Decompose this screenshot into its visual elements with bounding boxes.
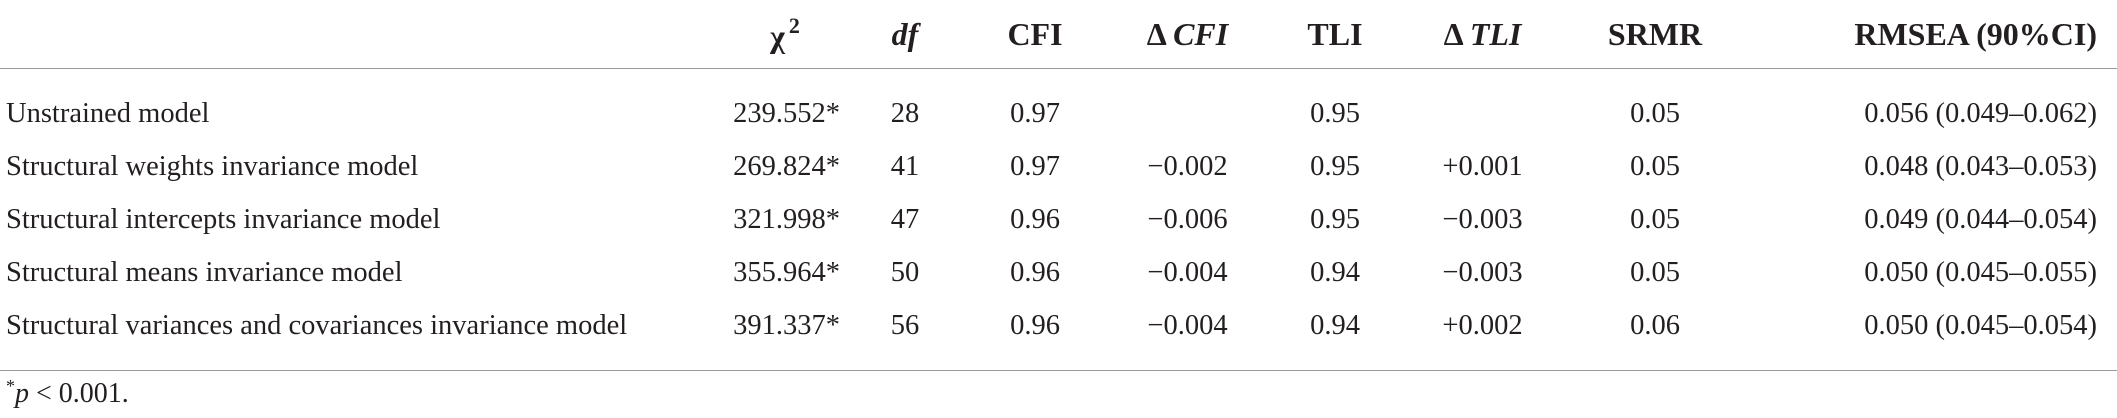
header-delta-cfi: Δ CFI [1100, 0, 1275, 69]
chi-square-value: 391.337* [733, 309, 840, 341]
row-model: Structural means invariance model [6, 256, 403, 288]
row-tli: 0.95 [1310, 97, 1360, 129]
row-srmr: 0.06 [1630, 309, 1680, 341]
row-delta-tli: −0.003 [1442, 256, 1523, 288]
row-rmsea: 0.050 (0.045–0.055) [1864, 256, 2097, 288]
row-delta-tli: +0.001 [1442, 150, 1523, 182]
header-cfi: CFI [1007, 15, 1063, 52]
header-delta-tli: Δ TLI [1395, 0, 1570, 69]
row-chi-square: 391.337* [690, 299, 840, 371]
row-df: 47 [890, 203, 920, 235]
header-model [0, 0, 690, 69]
row-rmsea: 0.049 (0.044–0.054) [1864, 203, 2097, 235]
row-rmsea: 0.056 (0.049–0.062) [1864, 97, 2097, 129]
row-delta-cfi: −0.006 [1147, 203, 1228, 235]
chi-symbol: χ [770, 18, 785, 54]
footnote-text: < 0.001. [29, 378, 129, 409]
row-delta-tli: +0.002 [1442, 309, 1523, 341]
row-cfi: 0.96 [1010, 309, 1060, 341]
row-df: 41 [890, 150, 920, 182]
row-cfi: 0.97 [1010, 150, 1060, 182]
row-model: Structural intercepts invariance model [6, 203, 441, 235]
table-footnote: *p < 0.001. [6, 376, 129, 410]
row-srmr: 0.05 [1630, 256, 1680, 288]
row-df: 56 [890, 309, 920, 341]
header-tli: TLI [1307, 15, 1363, 52]
row-srmr: 0.05 [1630, 97, 1680, 129]
row-tli: 0.95 [1310, 203, 1360, 235]
row-srmr: 0.05 [1630, 203, 1680, 235]
chi-superscript: 2 [788, 13, 800, 38]
row-chi-square: 321.998* [690, 193, 840, 246]
table-row: Structural variances and covariances inv… [0, 299, 2117, 371]
chi-square-value: 321.998* [733, 203, 840, 235]
delta-cfi-text: CFI [1173, 15, 1229, 52]
row-tli: 0.95 [1310, 150, 1360, 182]
row-model: Structural weights invariance model [6, 150, 419, 182]
row-df: 50 [890, 256, 920, 288]
row-chi-square: 355.964* [690, 246, 840, 299]
footnote-p-symbol: p [15, 378, 29, 409]
chi-square-value: 239.552* [733, 97, 840, 129]
row-chi-square: 269.824* [690, 140, 840, 193]
row-delta-cfi [1100, 69, 1275, 141]
row-tli: 0.94 [1310, 309, 1360, 341]
footnote-marker: * [6, 376, 15, 396]
row-rmsea: 0.048 (0.043–0.053) [1864, 150, 2097, 182]
row-tli: 0.94 [1310, 256, 1360, 288]
table-row: Structural means invariance model 355.96… [0, 246, 2117, 299]
row-chi-square: 239.552* [690, 69, 840, 141]
row-delta-cfi: −0.004 [1147, 256, 1228, 288]
row-model: Structural variances and covariances inv… [6, 309, 628, 341]
delta-tli-symbol: Δ [1443, 15, 1462, 52]
row-srmr: 0.05 [1630, 150, 1680, 182]
row-delta-cfi: −0.004 [1147, 309, 1228, 341]
row-delta-tli [1395, 69, 1570, 141]
table-body: Unstrained model 239.552* 28 0.97 0.95 0… [0, 69, 2117, 371]
row-delta-cfi: −0.002 [1147, 150, 1228, 182]
row-delta-tli: −0.003 [1442, 203, 1523, 235]
row-cfi: 0.96 [1010, 203, 1060, 235]
chi-square-value: 269.824* [733, 150, 840, 182]
header-rmsea: RMSEA (90%CI) [1854, 15, 2097, 52]
row-rmsea: 0.050 (0.045–0.054) [1864, 309, 2097, 341]
header-srmr: SRMR [1607, 15, 1703, 52]
header-df: df [891, 15, 919, 52]
row-df: 28 [890, 97, 920, 129]
chi-square-value: 355.964* [733, 256, 840, 288]
row-cfi: 0.96 [1010, 256, 1060, 288]
row-model: Unstrained model [6, 97, 210, 129]
delta-tli-text: TLI [1469, 15, 1522, 52]
row-cfi: 0.97 [1010, 97, 1060, 129]
delta-cfi-symbol: Δ [1146, 15, 1166, 52]
table-row: Unstrained model 239.552* 28 0.97 0.95 0… [0, 69, 2117, 141]
table-row: Structural weights invariance model 269.… [0, 140, 2117, 193]
table-row: Structural intercepts invariance model 3… [0, 193, 2117, 246]
